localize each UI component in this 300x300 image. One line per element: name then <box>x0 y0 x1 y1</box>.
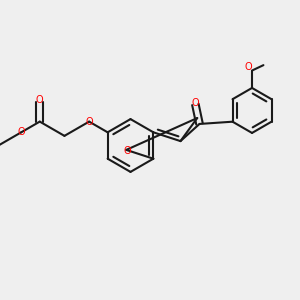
Text: O: O <box>124 146 132 156</box>
Text: O: O <box>244 62 252 72</box>
Text: O: O <box>85 117 93 127</box>
Text: O: O <box>192 98 199 108</box>
Text: O: O <box>36 95 44 105</box>
Text: O: O <box>17 127 25 137</box>
